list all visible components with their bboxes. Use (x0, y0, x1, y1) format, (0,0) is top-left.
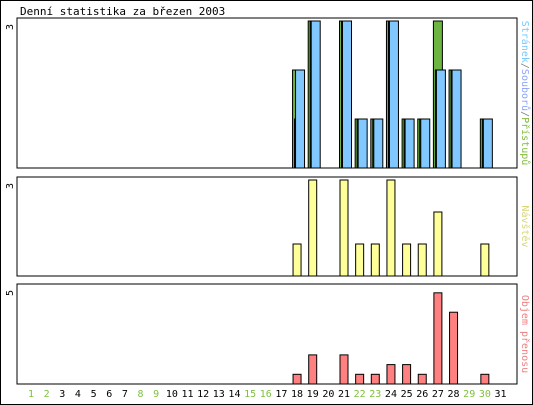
x-tick-label-12: 12 (197, 389, 209, 400)
x-tick-label-14: 14 (228, 389, 240, 400)
x-tick-label-31: 31 (494, 389, 506, 400)
bar-navstev-23 (370, 243, 380, 277)
x-tick-label-22: 22 (354, 389, 366, 400)
bar-navstev-24 (386, 179, 396, 277)
x-tick-label-17: 17 (275, 389, 287, 400)
bar-objem-30 (480, 373, 490, 385)
bar-stranek-28 (451, 69, 462, 169)
bar-navstev-22 (355, 243, 365, 277)
bar-stranek-22 (357, 118, 368, 169)
x-tick-label-8: 8 (138, 389, 144, 400)
bar-objem-27 (433, 292, 443, 385)
x-axis-labels: 1 2 3 4 5 6 7 8 9 10 11 12 13 14 15 16 17 18 19 20 21 22 23 24 2… (28, 389, 507, 400)
bar-navstev-26 (417, 243, 427, 277)
x-tick-label-9: 9 (153, 389, 159, 400)
chart-panel-2: 3 Návštěv (5, 176, 531, 277)
x-tick-label-16: 16 (260, 389, 272, 400)
bar-stranek-21 (342, 20, 352, 169)
x-tick-label-5: 5 (91, 389, 97, 400)
bar-objem-26 (417, 373, 427, 385)
bar-stranek-24 (388, 20, 399, 169)
bar-stranek-18 (295, 69, 306, 169)
x-tick-label-7: 7 (122, 389, 128, 400)
chart-title: Denní statistika za březen 2003 (20, 5, 225, 18)
chart-panel-1: 3 Stránek/Souborů/Přístupů (5, 17, 531, 169)
x-tick-label-30: 30 (479, 389, 491, 400)
chart-panel-3: 5 Objem přenosu (5, 283, 531, 385)
bar-objem-25 (402, 364, 412, 385)
x-tick-label-19: 19 (307, 389, 319, 400)
x-tick-label-11: 11 (181, 389, 193, 400)
y-axis-label: Návštěv (519, 205, 531, 247)
bar-objem-19 (308, 354, 318, 385)
x-tick-label-1: 1 (28, 389, 34, 400)
bar-navstev-18 (292, 243, 302, 277)
y-max-label: 3 (5, 183, 16, 189)
x-tick-label-2: 2 (44, 389, 50, 400)
x-tick-label-3: 3 (59, 389, 65, 400)
y-axis-label-part-1: Stránek (519, 21, 531, 63)
x-tick-label-15: 15 (244, 389, 256, 400)
x-tick-label-10: 10 (166, 389, 178, 400)
y-axis-label-part-4: / (519, 111, 530, 117)
y-max-label: 5 (5, 290, 16, 296)
bar-objem-21 (339, 354, 349, 385)
y-axis-label-part-2: / (519, 63, 530, 69)
bar-objem-22 (355, 373, 365, 385)
x-tick-label-6: 6 (106, 389, 112, 400)
bar-stranek-27 (435, 69, 446, 169)
x-tick-label-18: 18 (291, 389, 303, 400)
x-tick-label-29: 29 (463, 389, 475, 400)
x-tick-label-20: 20 (322, 389, 334, 400)
bar-stranek-19 (310, 20, 321, 169)
x-tick-label-21: 21 (338, 389, 350, 400)
x-tick-label-23: 23 (369, 389, 381, 400)
bar-objem-23 (370, 373, 380, 385)
y-max-label: 3 (5, 24, 16, 30)
y-axis-label-part-3: Souborů (519, 69, 531, 111)
bar-navstev-19 (308, 179, 318, 277)
bar-stranek-25 (404, 118, 415, 169)
y-axis-label: Stránek/Souborů/Přístupů (519, 21, 531, 166)
bar-objem-18 (292, 373, 302, 385)
bar-objem-28 (449, 311, 459, 385)
bar-navstev-30 (480, 243, 490, 277)
bar-navstev-21 (339, 179, 349, 277)
x-tick-label-24: 24 (385, 389, 397, 400)
bar-objem-24 (386, 364, 396, 385)
x-tick-label-4: 4 (75, 389, 81, 400)
x-tick-label-13: 13 (213, 389, 225, 400)
x-tick-label-27: 27 (432, 389, 444, 400)
x-tick-label-28: 28 (448, 389, 460, 400)
x-tick-label-26: 26 (416, 389, 428, 400)
bar-navstev-25 (402, 243, 412, 277)
y-axis-label: Objem přenosu (519, 295, 531, 373)
bar-stranek-26 (420, 118, 431, 169)
x-tick-label-25: 25 (401, 389, 413, 400)
bar-stranek-23 (373, 118, 384, 169)
bar-navstev-27 (433, 211, 443, 277)
bar-stranek-30 (482, 118, 493, 169)
y-axis-label-part-5: Přístupů (519, 117, 531, 165)
